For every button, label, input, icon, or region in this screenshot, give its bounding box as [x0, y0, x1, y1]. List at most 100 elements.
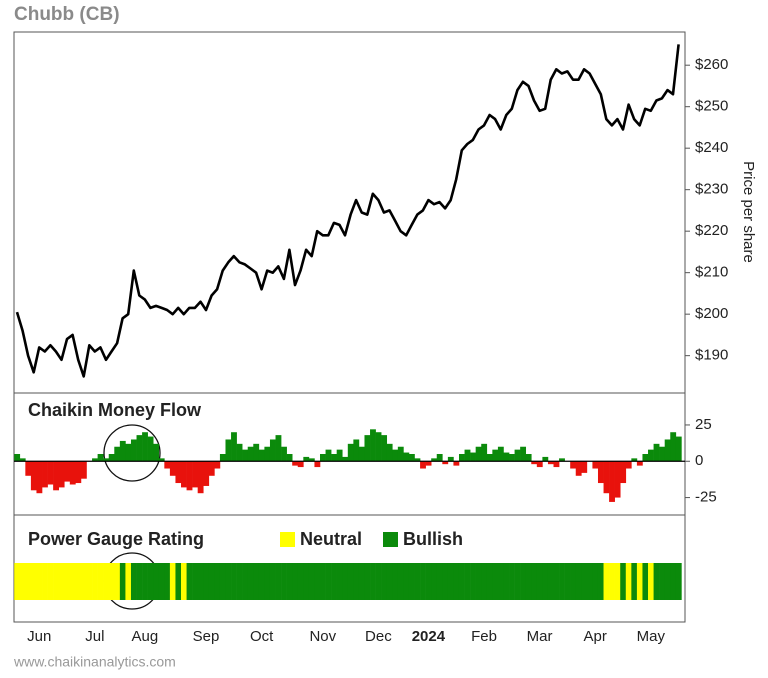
rating-segment — [392, 563, 399, 600]
rating-segment — [370, 563, 376, 600]
rating-segment — [186, 563, 193, 600]
rating-segment — [364, 563, 371, 600]
rating-segment — [420, 563, 426, 600]
cmf-bar — [520, 446, 527, 462]
legend-label: Bullish — [403, 529, 463, 549]
cmf-bar — [648, 449, 654, 462]
rating-segment — [631, 563, 638, 600]
cmf-bar — [442, 461, 449, 465]
rating-segment — [442, 563, 449, 600]
rating-segment — [158, 563, 165, 600]
rating-segment — [470, 563, 476, 600]
rating-segment — [503, 563, 510, 600]
cmf-bar — [636, 461, 643, 466]
cmf-bar — [509, 454, 515, 462]
cmf-bar — [397, 446, 404, 462]
cmf-bar — [208, 461, 215, 476]
rating-segment — [292, 563, 299, 600]
cmf-bar — [108, 454, 115, 462]
rating-segment — [464, 563, 471, 600]
y-tick-label: $250 — [695, 98, 728, 115]
cmf-bar — [470, 452, 476, 462]
cmf-bar — [542, 456, 549, 462]
rating-segment — [614, 563, 621, 600]
cmf-bar — [614, 461, 621, 498]
rating-segment — [636, 563, 643, 600]
rating-segment — [320, 563, 326, 600]
cmf-bar — [47, 461, 54, 485]
rating-segment — [403, 563, 410, 600]
cmf-bar — [114, 446, 121, 462]
rating-segment — [169, 563, 176, 600]
x-tick-label: 2024 — [412, 628, 446, 645]
rating-segment — [492, 563, 499, 600]
cmf-bar — [403, 452, 410, 462]
cmf-bar — [631, 458, 638, 462]
rating-segment — [436, 563, 443, 600]
x-tick-label: Mar — [527, 628, 553, 645]
cmf-bar — [164, 461, 171, 469]
cmf-bar — [331, 454, 337, 462]
price-line — [15, 44, 680, 378]
cmf-bar — [653, 443, 660, 462]
y-tick-label: $240 — [695, 139, 728, 156]
rating-segment — [247, 563, 254, 600]
x-tick-label: Jun — [27, 628, 51, 645]
cmf-bar — [503, 452, 510, 462]
rating-segment — [142, 563, 148, 600]
rating-segment — [386, 563, 393, 600]
cmf-title: Chaikin Money Flow — [28, 400, 202, 420]
cmf-bar — [186, 461, 193, 491]
cmf-bar — [264, 446, 271, 462]
cmf-bar — [147, 436, 154, 462]
cmf-bar — [258, 449, 265, 462]
rating-segment — [642, 563, 649, 600]
y-tick-label: $260 — [695, 56, 728, 73]
cmf-bar — [353, 439, 360, 462]
rating-segment — [136, 563, 143, 600]
rating-segment — [497, 563, 504, 600]
cmf-bar — [453, 461, 460, 466]
cmf-bar — [436, 454, 443, 462]
x-tick-label: Dec — [365, 628, 392, 645]
cmf-bar — [158, 458, 165, 462]
rating-segment — [609, 563, 615, 600]
y-tick-label: $190 — [695, 347, 728, 364]
rating-segment — [275, 563, 282, 600]
rating-segment — [336, 563, 343, 600]
rating-segment — [192, 563, 198, 600]
y-tick-label: 0 — [695, 452, 703, 469]
rating-segment — [670, 563, 677, 600]
rating-segment — [664, 563, 671, 600]
rating-segment — [581, 563, 588, 600]
rating-segment — [64, 563, 71, 600]
rating-segment — [553, 563, 560, 600]
cmf-bar — [219, 454, 226, 462]
cmf-bar — [609, 461, 615, 502]
rating-segment — [303, 563, 310, 600]
rating-segment — [236, 563, 243, 600]
rating-segment — [108, 563, 115, 600]
rating-segment — [30, 563, 37, 600]
rating-segment — [53, 563, 59, 600]
x-tick-label: Aug — [132, 628, 159, 645]
cmf-bar — [342, 456, 349, 462]
rating-segment — [570, 563, 577, 600]
cmf-bar — [75, 461, 82, 484]
cmf-bar — [375, 432, 382, 462]
rating-segment — [347, 563, 354, 600]
cmf-bar — [142, 432, 148, 462]
rating-segment — [181, 563, 187, 600]
rating-segment — [453, 563, 460, 600]
y-tick-label: $200 — [695, 305, 728, 322]
cmf-bar — [659, 446, 666, 462]
cmf-bar — [314, 461, 321, 468]
x-tick-label: Apr — [584, 628, 607, 645]
cmf-bar — [80, 461, 87, 479]
rating-segment — [242, 563, 249, 600]
cmf-bar — [281, 446, 287, 462]
rating-segment — [281, 563, 287, 600]
rating-segment — [253, 563, 260, 600]
cmf-bar — [175, 461, 182, 484]
cmf-bar — [575, 461, 582, 476]
